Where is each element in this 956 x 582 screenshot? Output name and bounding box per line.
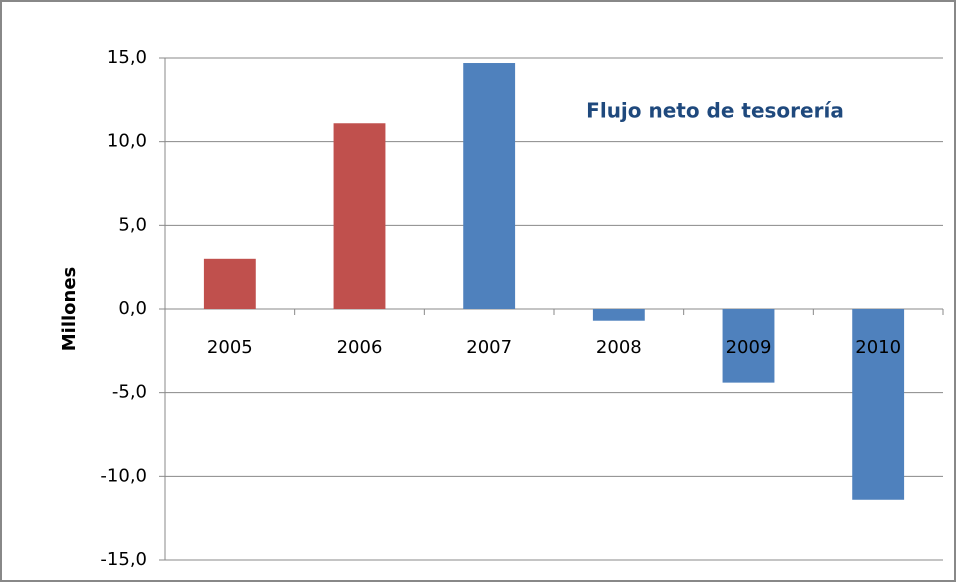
bar (333, 123, 386, 309)
y-tick-label: -10,0 (100, 465, 147, 486)
x-tick-label: 2006 (337, 337, 383, 358)
x-tick-label: 2007 (466, 337, 512, 358)
y-tick-label: 0,0 (118, 298, 147, 319)
x-tick-label: 2010 (855, 337, 901, 358)
y-tick-label: -15,0 (100, 549, 147, 570)
y-tick-label: -5,0 (112, 382, 147, 403)
y-tick-label: 10,0 (107, 131, 147, 152)
x-tick-label: 2005 (207, 337, 253, 358)
bar (722, 309, 775, 383)
y-tick-label: 5,0 (118, 214, 147, 235)
bar (463, 63, 516, 309)
y-axis-label: Millones (59, 267, 80, 352)
bar (203, 258, 256, 309)
bar (852, 309, 905, 500)
x-tick-label: 2009 (726, 337, 772, 358)
x-tick-label: 2008 (596, 337, 642, 358)
y-tick-label: 15,0 (107, 47, 147, 68)
bar (592, 309, 645, 321)
annotation: Flujo neto de tesorería (586, 99, 844, 123)
